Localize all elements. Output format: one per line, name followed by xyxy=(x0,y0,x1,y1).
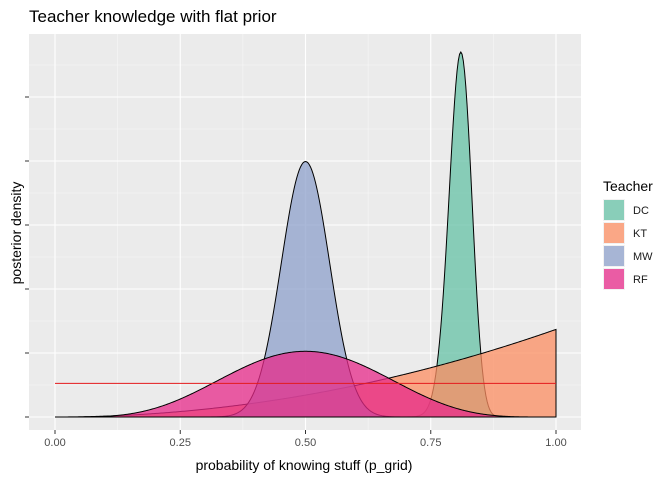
legend-swatch xyxy=(604,246,624,266)
legend-label: RF xyxy=(633,274,648,286)
legend-title: Teacher xyxy=(603,178,653,194)
legend-swatch xyxy=(604,223,624,243)
legend: DC KT MW RF xyxy=(603,199,653,290)
legend-label: MW xyxy=(633,251,653,263)
y-axis-title: posterior density xyxy=(8,182,24,285)
legend-item-dc: DC xyxy=(603,199,649,221)
density-area-rf xyxy=(55,350,556,418)
legend-swatch xyxy=(604,269,624,289)
legend-item-mw: MW xyxy=(603,245,653,267)
chart-title: Teacher knowledge with flat prior xyxy=(29,7,277,26)
x-tick-label: 0.50 xyxy=(295,437,316,449)
x-tick-label: 0.00 xyxy=(44,437,65,449)
x-axis: 0.00 0.25 0.50 0.75 1.00 xyxy=(44,430,567,449)
legend-label: DC xyxy=(633,205,649,217)
legend-item-rf: RF xyxy=(603,268,648,290)
x-axis-title: probability of knowing stuff (p_grid) xyxy=(196,457,413,473)
legend-swatch xyxy=(604,200,624,220)
x-tick-label: 0.25 xyxy=(170,437,191,449)
x-tick-label: 0.75 xyxy=(420,437,441,449)
legend-label: KT xyxy=(633,228,647,240)
density-areas xyxy=(55,50,557,418)
y-axis xyxy=(25,96,29,418)
x-tick-label: 1.00 xyxy=(545,437,566,449)
legend-item-kt: KT xyxy=(603,222,647,244)
